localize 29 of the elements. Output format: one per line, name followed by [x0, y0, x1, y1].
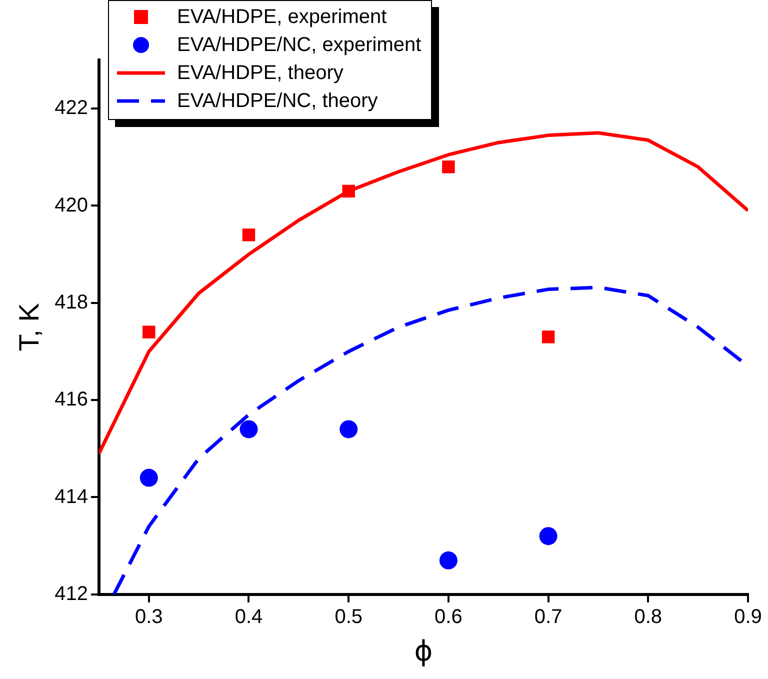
point	[439, 551, 458, 570]
x-tick-label: 0.5	[334, 606, 363, 628]
y-tick-label: 412	[54, 582, 88, 605]
point	[242, 228, 256, 242]
x-tick-label: 0.6	[434, 606, 462, 628]
point	[542, 330, 555, 344]
point	[340, 420, 358, 438]
point	[539, 527, 558, 546]
x-tick-label: 0.4	[234, 606, 263, 628]
point	[342, 184, 355, 198]
legend-label: EVA/HDPE/NC, theory	[177, 90, 378, 112]
point	[240, 420, 258, 438]
legend-label: EVA/HDPE, experiment	[177, 6, 387, 28]
point	[442, 160, 455, 174]
x-axis-title: ϕ	[414, 634, 433, 668]
y-axis-title: T, K	[14, 302, 45, 352]
y-tick-label: 418	[54, 291, 88, 314]
y-tick-label: 416	[54, 388, 88, 411]
y-tick-label: 422	[54, 97, 88, 120]
y-tick-label: 414	[54, 486, 88, 508]
point	[142, 326, 156, 338]
legend-label: EVA/HDPE/NC, experiment	[177, 34, 422, 56]
legend-label: EVA/HDPE, theory	[177, 62, 344, 84]
x-tick-label: 0.7	[534, 606, 562, 628]
y-tick-label: 420	[54, 194, 88, 216]
x-tick-label: 0.8	[634, 606, 662, 628]
x-tick-label: 0.3	[134, 606, 163, 628]
x-tick-label: 0.9	[734, 606, 762, 628]
point	[140, 468, 158, 487]
